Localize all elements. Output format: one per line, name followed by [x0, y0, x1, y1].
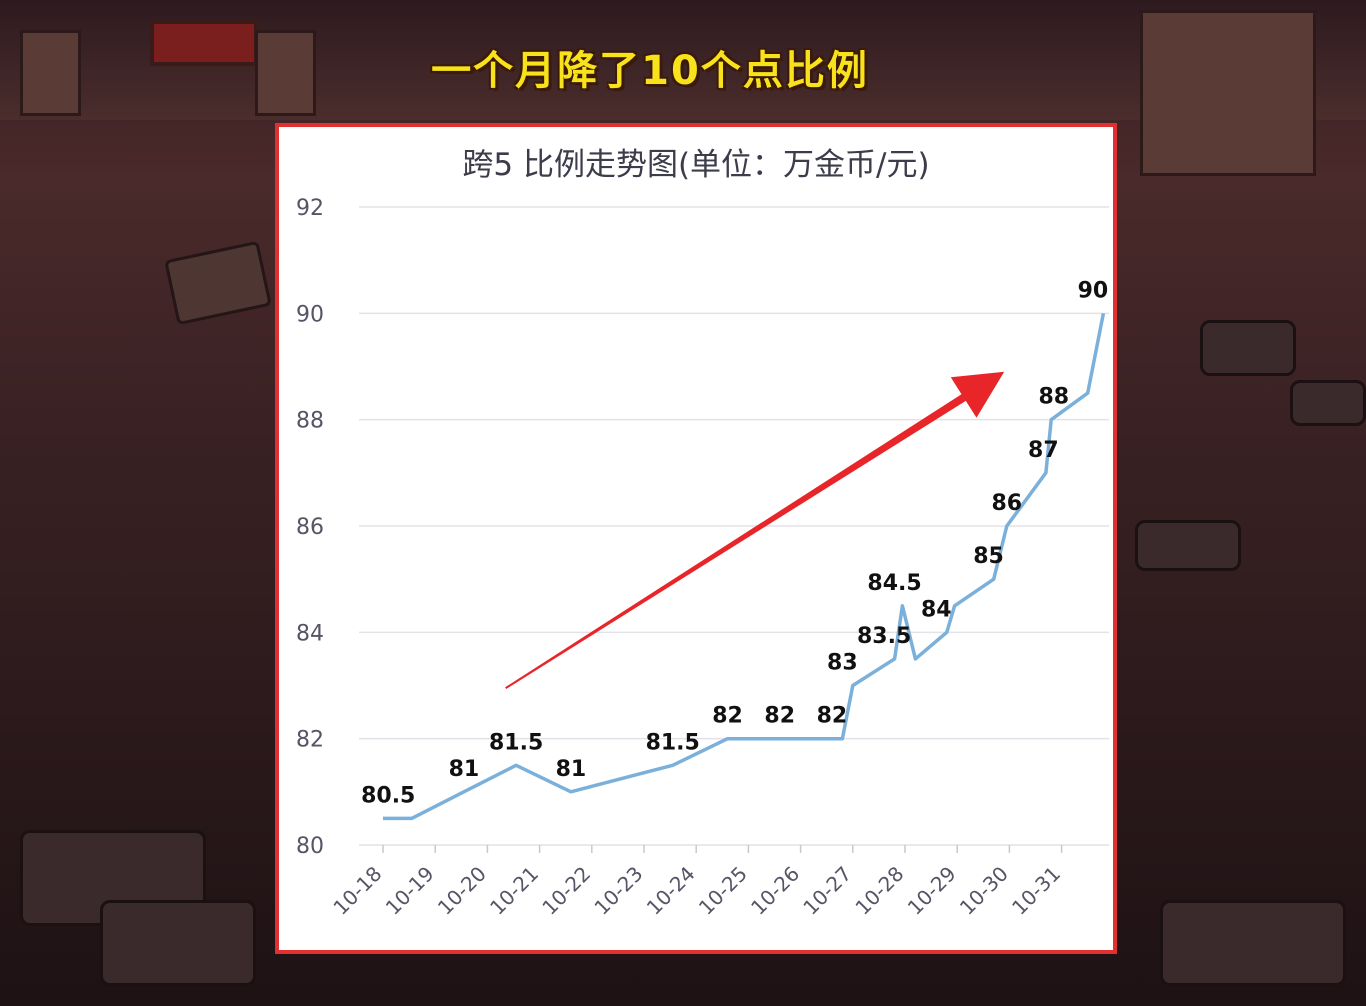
x-tick-label: 10-19: [381, 862, 439, 920]
data-label: 85: [973, 544, 1004, 569]
background-stone-block: [164, 240, 272, 326]
data-label: 82: [764, 704, 795, 729]
chart-title: 跨5 比例走势图(单位：万金币/元): [462, 147, 930, 183]
y-tick-label: 84: [296, 621, 324, 646]
background-stone: [1200, 320, 1296, 376]
x-tick-label: 10-22: [537, 862, 595, 920]
y-tick-label: 88: [296, 409, 324, 434]
background-stone: [1290, 380, 1366, 426]
x-tick-label: 10-20: [433, 862, 491, 920]
data-label: 82: [817, 704, 848, 729]
background-pillar: [255, 30, 316, 116]
x-tick-label: 10-23: [589, 862, 647, 920]
background-pillar: [20, 30, 81, 116]
y-tick-label: 92: [296, 196, 324, 221]
y-tick-label: 82: [296, 728, 324, 753]
data-label: 88: [1038, 385, 1069, 410]
background-rubble: [100, 900, 256, 986]
data-label: 86: [991, 491, 1022, 516]
background-stone: [1135, 520, 1241, 571]
data-label: 87: [1028, 438, 1059, 463]
data-label: 81: [556, 757, 587, 782]
y-tick-label: 86: [296, 515, 324, 540]
data-label: 83: [827, 651, 858, 676]
data-label: 83.5: [857, 624, 911, 649]
y-tick-label: 90: [296, 302, 324, 327]
x-tick-label: 10-29: [903, 862, 961, 920]
x-tick-label: 10-18: [328, 862, 386, 920]
y-tick-label: 80: [296, 834, 324, 859]
data-label: 80.5: [361, 783, 415, 808]
x-tick-label: 10-21: [485, 862, 543, 920]
data-label: 81.5: [646, 730, 700, 755]
background-cabinet: [1140, 10, 1316, 176]
x-tick-label: 10-25: [694, 862, 752, 920]
x-tick-label: 10-30: [955, 862, 1013, 920]
line-chart: 8082848688909210-1810-1910-2010-2110-221…: [296, 196, 1109, 920]
data-label: 81.5: [489, 730, 543, 755]
data-label: 90: [1078, 278, 1109, 303]
background-rubble: [1160, 900, 1346, 986]
headline-caption: 一个月降了10个点比例: [431, 48, 869, 94]
data-label: 84.5: [867, 571, 921, 596]
background-red-door: [150, 20, 258, 66]
chart-frame: 跨5 比例走势图(单位：万金币/元) 80 82 84 86 88 90 92 10-18 10…: [275, 123, 1117, 954]
x-tick-label: 10-27: [798, 862, 856, 920]
data-label: 82: [712, 704, 743, 729]
x-tick-label: 10-31: [1007, 862, 1065, 920]
x-tick-label: 10-28: [850, 862, 908, 920]
x-tick-label: 10-24: [642, 862, 700, 920]
data-label: 84: [921, 597, 952, 622]
x-tick-label: 10-26: [746, 862, 804, 920]
data-label: 81: [449, 757, 480, 782]
trend-arrow: [505, 371, 1005, 689]
series-line: [383, 312, 1106, 821]
